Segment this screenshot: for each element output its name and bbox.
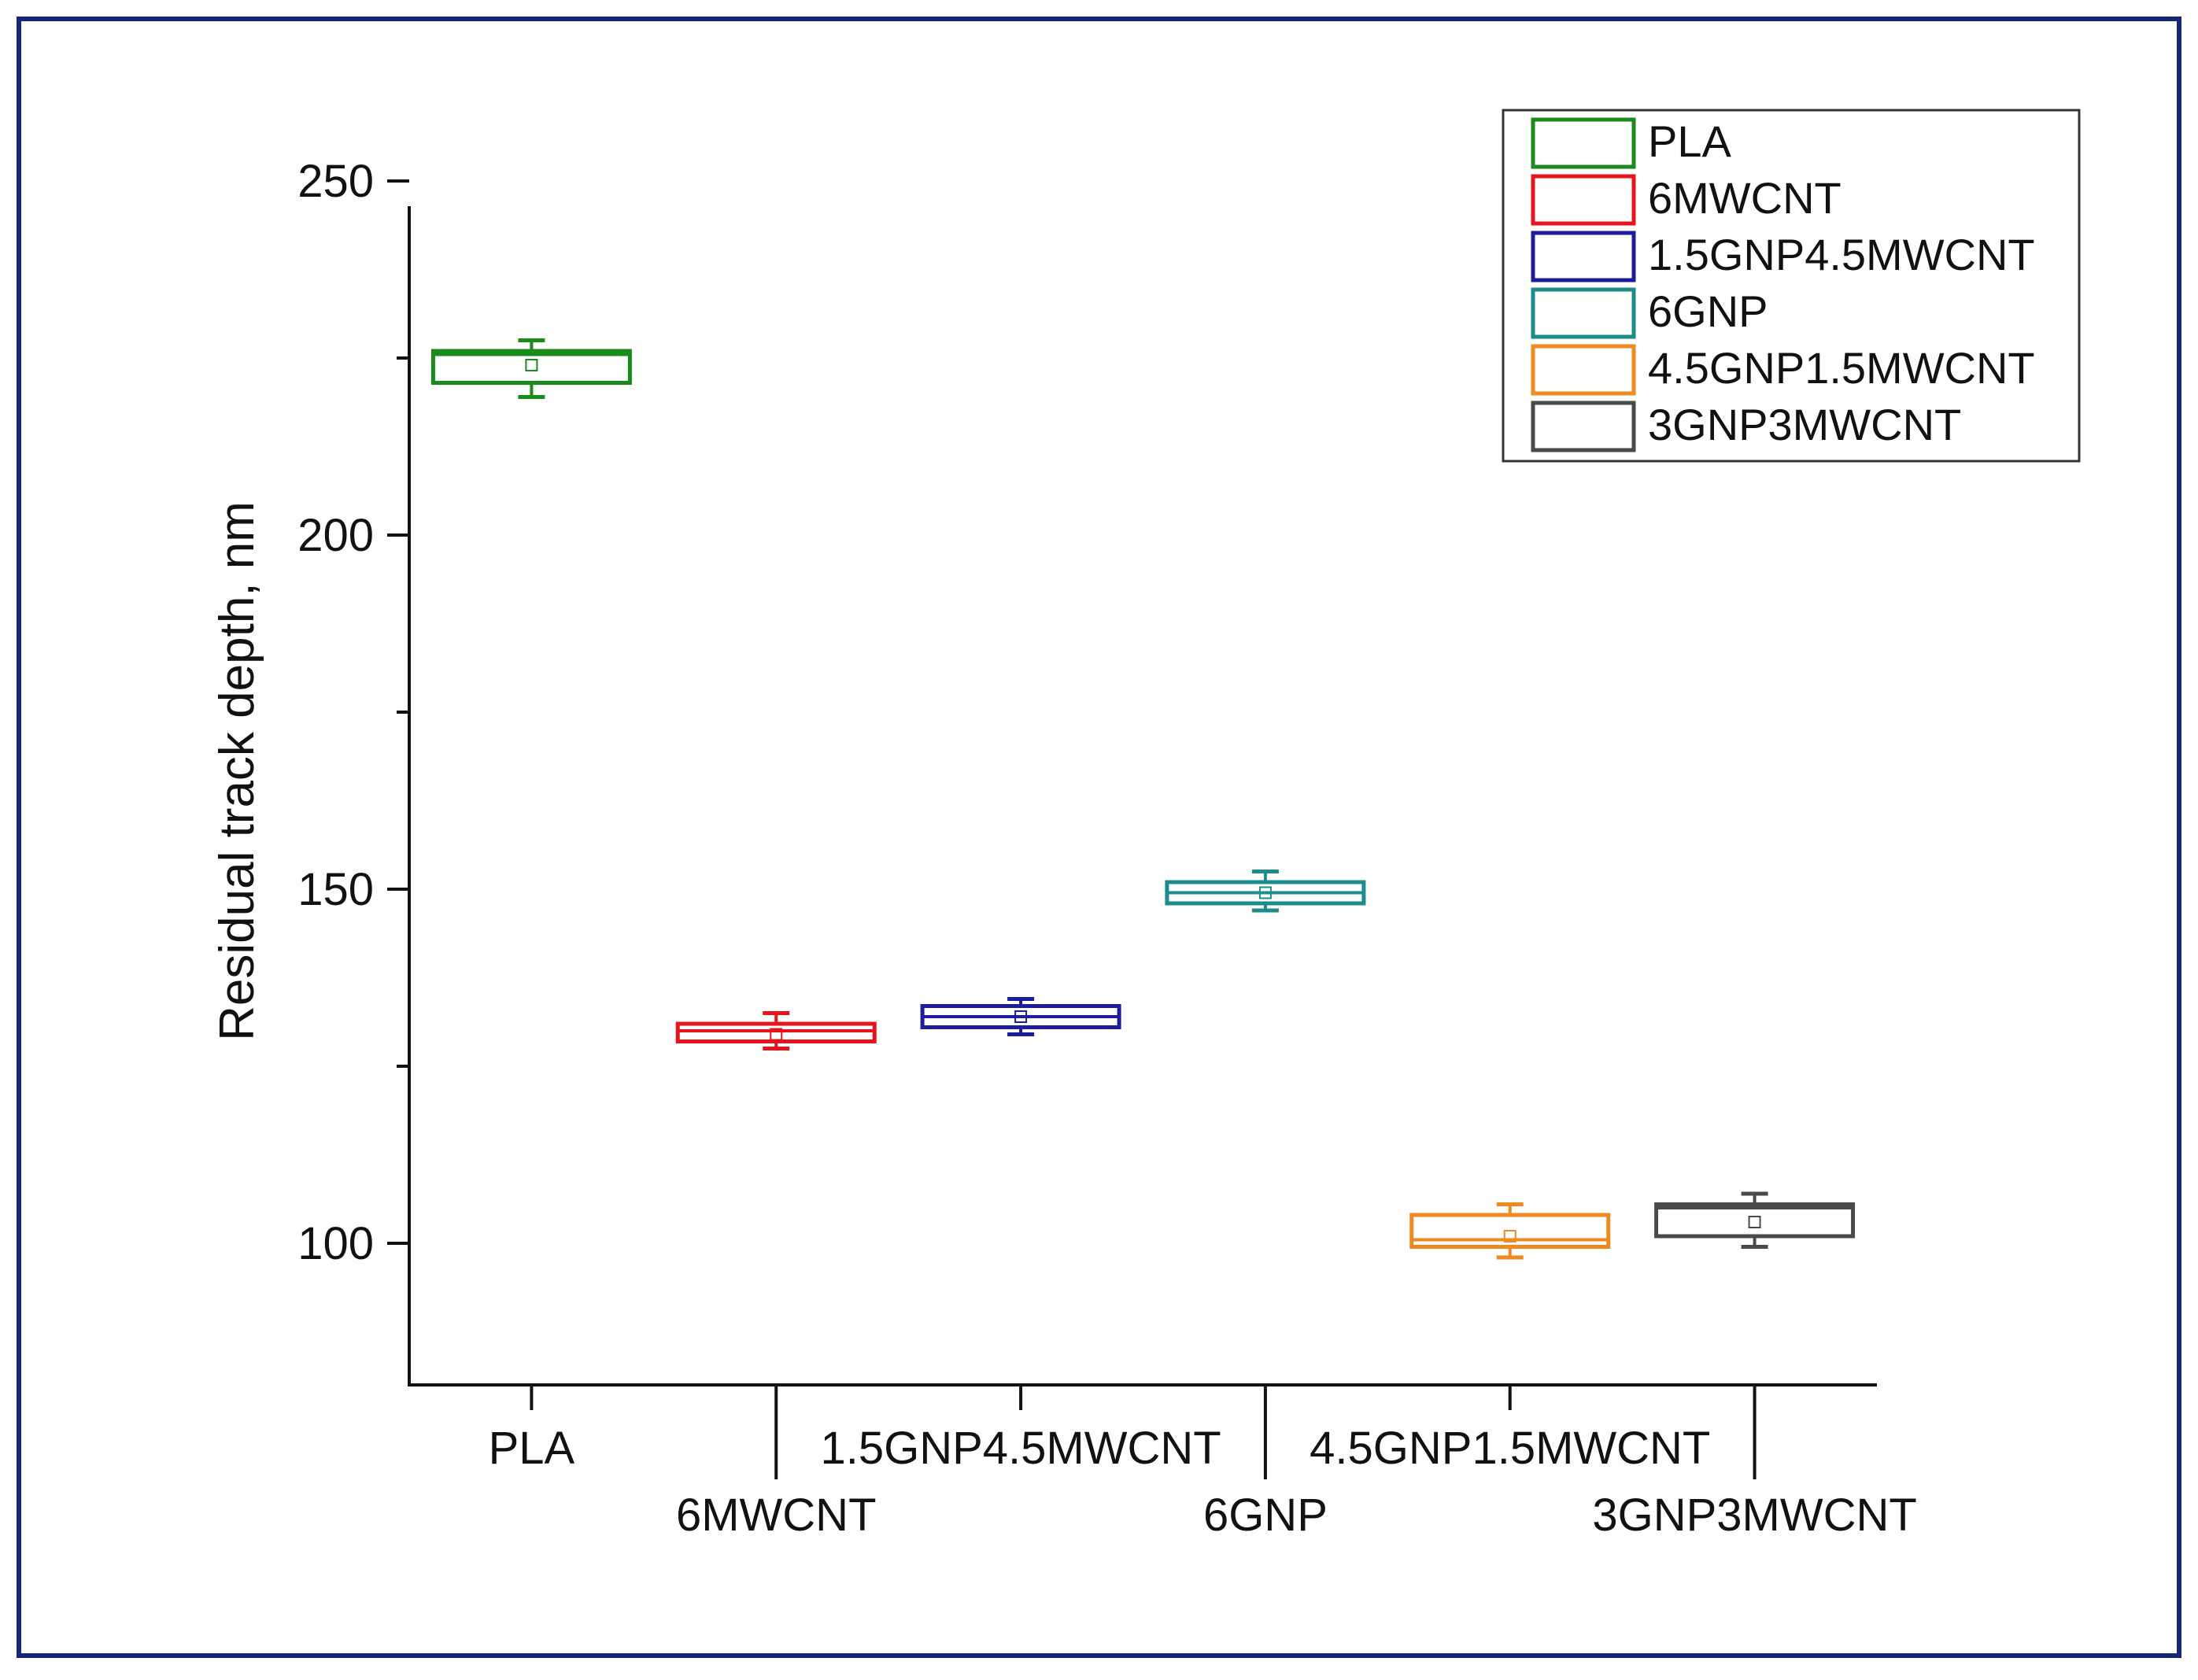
y-tick-label: 100 [297, 1218, 374, 1269]
x-tick-label: 6GNP [1203, 1490, 1328, 1541]
y-tick-label: 200 [297, 510, 374, 561]
box-PLA [430, 338, 632, 399]
legend-entry-4.5GNP1.5MWCNT: 4.5GNP1.5MWCNT [1531, 343, 2035, 396]
mean-marker [1748, 1216, 1761, 1228]
y-axis-label: Residual track depth, nm [210, 501, 264, 1041]
legend-entry-6MWCNT: 6MWCNT [1531, 173, 1842, 226]
box-4.5GNP1.5MWCNT [1409, 1202, 1611, 1260]
legend-swatch [1531, 287, 1636, 339]
box-1.5GNP4.5MWCNT [920, 997, 1121, 1036]
legend-swatch [1531, 174, 1636, 226]
y-tick-label: 250 [297, 156, 374, 207]
x-tick-label: PLA [489, 1423, 575, 1474]
legend-swatch [1531, 401, 1636, 452]
box-6MWCNT [675, 1011, 877, 1050]
legend-entry-6GNP: 6GNP [1531, 286, 1768, 339]
legend-swatch [1531, 231, 1636, 282]
x-tick-label: 4.5GNP1.5MWCNT [1310, 1423, 1710, 1474]
box-6GNP [1165, 870, 1366, 913]
box-iqr [675, 1021, 877, 1043]
legend-entry-1.5GNP4.5MWCNT: 1.5GNP4.5MWCNT [1531, 230, 2035, 282]
legend-swatch [1531, 117, 1636, 169]
box-iqr [430, 349, 632, 385]
legend-entry-3GNP3MWCNT: 3GNP3MWCNT [1531, 400, 1961, 452]
legend-label: 3GNP3MWCNT [1648, 400, 1961, 449]
box-3GNP3MWCNT [1654, 1191, 1856, 1249]
mean-marker [770, 1028, 783, 1041]
legend-label: 6GNP [1648, 286, 1768, 336]
mean-marker [1258, 886, 1272, 899]
x-tick-label: 1.5GNP4.5MWCNT [820, 1423, 1221, 1474]
legend-swatch [1531, 344, 1636, 396]
legend-entry-PLA: PLA [1531, 116, 1731, 169]
x-tick-label: 3GNP3MWCNT [1592, 1490, 1916, 1541]
y-tick-label: 150 [297, 864, 374, 915]
legend-label: PLA [1648, 116, 1731, 166]
box-iqr [1654, 1202, 1856, 1239]
mean-marker [525, 359, 538, 371]
legend-label: 4.5GNP1.5MWCNT [1648, 343, 2035, 393]
legend-label: 6MWCNT [1648, 173, 1842, 223]
legend-label: 1.5GNP4.5MWCNT [1648, 230, 2035, 279]
mean-marker [1014, 1010, 1028, 1023]
mean-marker [1503, 1230, 1516, 1242]
x-tick-label: 6MWCNT [676, 1490, 877, 1541]
